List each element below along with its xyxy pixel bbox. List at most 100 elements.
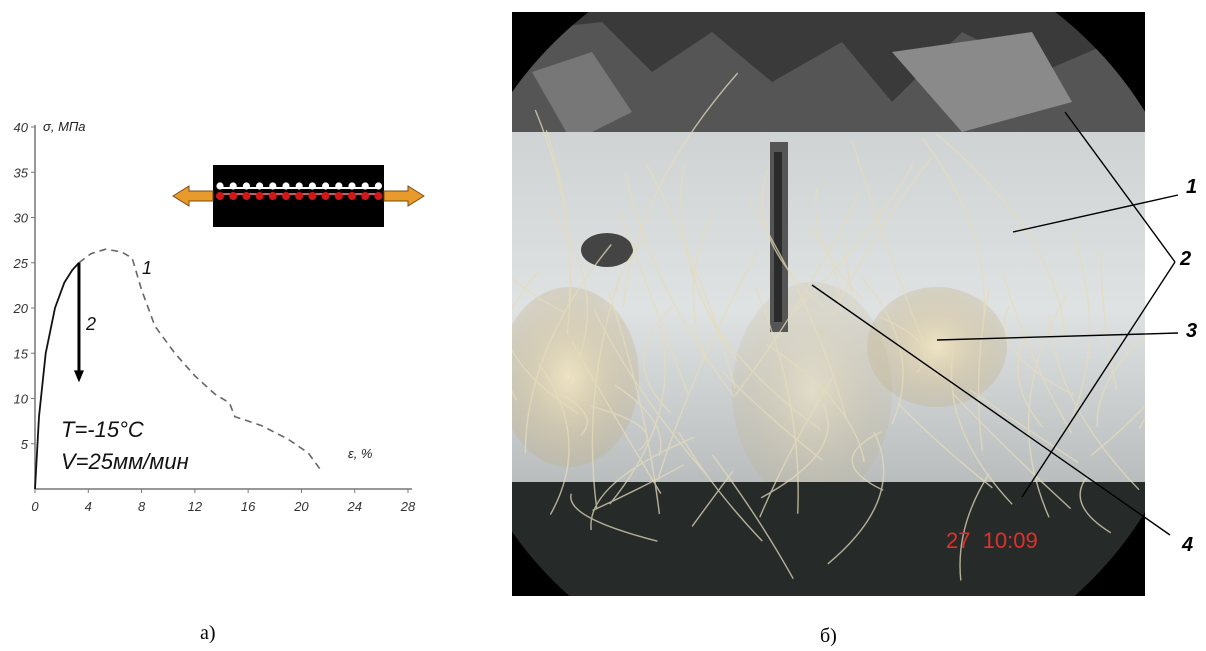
fiber-strand	[624, 171, 736, 398]
bead-red	[348, 192, 356, 200]
x-axis-label: ε, %	[348, 446, 373, 461]
bead-white	[229, 182, 237, 190]
bead-red	[282, 192, 290, 200]
bead-red	[216, 192, 224, 200]
bead-red	[242, 192, 251, 200]
fiber-strand	[761, 169, 826, 309]
tensile-specimen-schematic-icon	[172, 165, 425, 227]
fiber-strand	[642, 305, 674, 414]
bead-red	[334, 192, 343, 200]
bead-white	[308, 182, 316, 190]
fiber-strand	[524, 244, 612, 454]
micrograph-photo: 27 10:09	[512, 12, 1145, 596]
series-line-solid	[34, 262, 80, 490]
fiber-strand	[790, 163, 915, 316]
fiber-strand	[656, 250, 759, 481]
y-tick-label: 20	[13, 301, 29, 316]
timestamp-overlay: 27 10:09	[946, 528, 1038, 553]
bead-white	[295, 182, 303, 190]
fiber-strand	[592, 464, 685, 512]
bead-white	[361, 182, 369, 190]
fiber-strand	[680, 162, 738, 362]
y-tick-label: 25	[13, 256, 29, 271]
bead-white	[256, 182, 264, 190]
fiber-strand	[754, 287, 799, 514]
bead-white	[335, 182, 343, 190]
x-tick-label: 8	[138, 499, 146, 514]
bead-white	[322, 182, 330, 190]
bead-red	[295, 192, 304, 200]
fiber-strand	[622, 72, 739, 308]
bead-red	[308, 192, 317, 200]
fiber-strand	[549, 209, 589, 384]
fiber-strand	[608, 292, 661, 515]
x-tick-label: 24	[346, 499, 361, 514]
y-axis-label: σ, МПа	[43, 119, 86, 134]
fiber-strand	[512, 211, 565, 314]
callout-1: 1	[1186, 176, 1198, 198]
bead-red	[361, 192, 370, 200]
fiber-strand	[618, 208, 690, 396]
y-tick-label: 5	[21, 437, 29, 452]
curve-label-1: 1	[142, 258, 152, 278]
bead-white	[282, 182, 290, 190]
fiber-strand	[590, 405, 649, 451]
callout-3: 3	[1186, 320, 1198, 342]
fiber-strand	[614, 384, 662, 457]
drop-arrow-head	[73, 370, 84, 383]
bead-red	[321, 192, 330, 200]
caption-a: а)	[200, 622, 216, 644]
y-tick-label: 35	[14, 165, 29, 180]
bead-red	[229, 192, 238, 200]
fiber-strand	[593, 310, 709, 478]
fiber-strand	[534, 109, 572, 335]
x-tick-label: 4	[85, 499, 92, 514]
chart-axes	[34, 125, 412, 490]
caption-b: б)	[820, 625, 837, 647]
fiber-strand	[512, 271, 540, 401]
fiber-strand	[721, 370, 823, 461]
fiber-strand	[570, 493, 658, 542]
bead-red	[374, 192, 383, 200]
fiber-strand	[609, 331, 666, 505]
fiber-strand	[571, 341, 662, 494]
y-tick-label: 40	[14, 120, 29, 135]
x-tick-labels: 0 4 8 12 16 20 24 28	[31, 489, 416, 514]
bead-red	[255, 192, 264, 200]
fiber-strand	[591, 275, 621, 510]
fiber-strand	[691, 470, 734, 527]
series-line-dashed	[78, 248, 323, 472]
y-tick-label: 10	[14, 392, 29, 407]
fiber-strand	[558, 393, 588, 436]
fiber-strand	[512, 295, 579, 415]
fiber-strand	[711, 454, 794, 580]
drop-arrow-label-2: 2	[85, 314, 96, 334]
bead-red	[268, 192, 277, 200]
x-tick-label: 28	[400, 499, 416, 514]
fiber-strand	[678, 431, 763, 542]
bead-white	[216, 182, 224, 190]
fiber-strand	[538, 363, 570, 515]
bead-white	[374, 182, 382, 190]
fiber-strand	[692, 210, 714, 366]
chart-series	[34, 248, 323, 490]
x-tick-label: 20	[293, 499, 309, 514]
speed-note: V=25мм/мин	[61, 449, 189, 474]
callout-2: 2	[1180, 248, 1192, 270]
bead-white	[348, 182, 356, 190]
x-tick-label: 16	[241, 499, 256, 514]
bead-white	[269, 182, 277, 190]
y-tick-labels: 5 10 15 20 25 30 35 40	[13, 120, 35, 452]
x-tick-label: 12	[188, 499, 203, 514]
fiber-strand	[690, 265, 821, 431]
temperature-note: T=-15°C	[61, 417, 144, 442]
fiber-strand	[646, 163, 736, 389]
y-tick-label: 30	[14, 211, 29, 226]
fiber-strand	[615, 234, 649, 293]
callout-4: 4	[1182, 534, 1194, 556]
fiber-strand	[734, 192, 860, 397]
x-tick-label: 0	[31, 499, 39, 514]
y-tick-label: 15	[14, 346, 29, 361]
bead-white	[242, 182, 250, 190]
